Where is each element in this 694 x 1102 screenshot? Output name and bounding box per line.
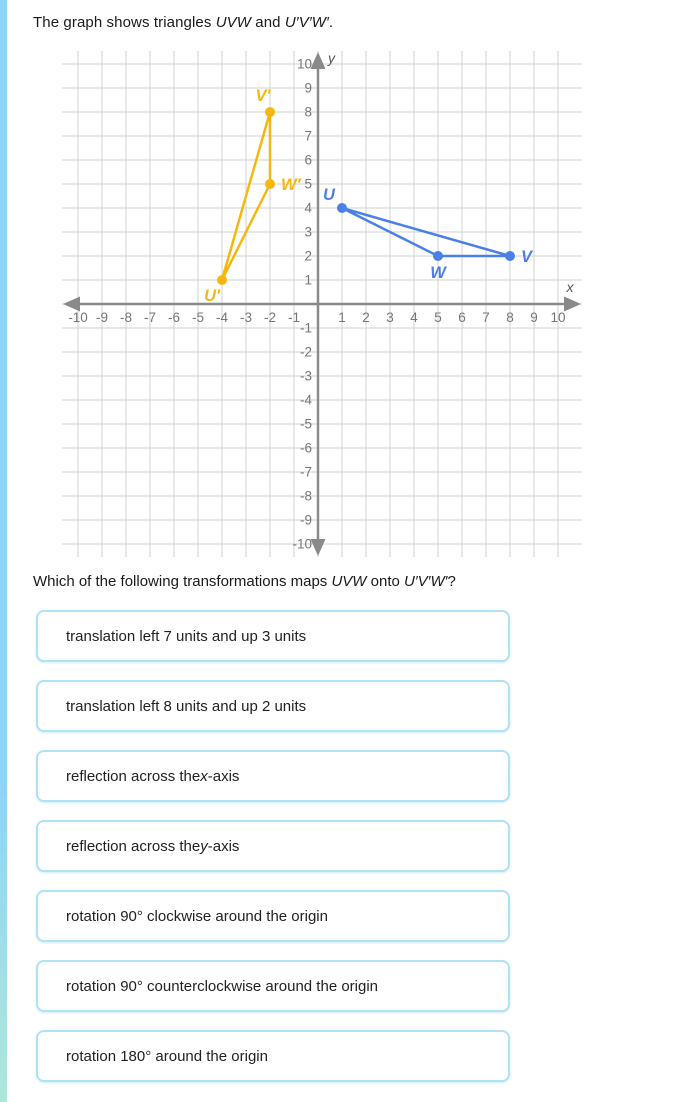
svg-text:1: 1	[304, 273, 312, 288]
svg-text:x: x	[566, 279, 575, 295]
svg-text:10: 10	[550, 310, 565, 325]
svg-text:9: 9	[530, 310, 538, 325]
svg-text:2: 2	[362, 310, 370, 325]
svg-text:-5: -5	[300, 417, 312, 432]
svg-text:9: 9	[304, 81, 312, 96]
svg-text:-9: -9	[300, 513, 312, 528]
svg-text:-4: -4	[216, 310, 228, 325]
svg-text:-7: -7	[144, 310, 156, 325]
svg-text:V′: V′	[256, 87, 272, 105]
svg-text:8: 8	[506, 310, 514, 325]
coordinate-plane-svg: -10 -9 -8 -7 -6 -5 -4 -3 -2 -1 1 2 3 4 5 6 7 8 9 10-10-9-8-…	[62, 50, 582, 557]
svg-text:-9: -9	[96, 310, 108, 325]
svg-text:5: 5	[434, 310, 442, 325]
svg-text:-7: -7	[300, 465, 312, 480]
svg-text:-3: -3	[240, 310, 252, 325]
svg-text:V: V	[521, 248, 534, 266]
svg-text:10: 10	[297, 57, 312, 72]
answer-option-translation-left8-up2[interactable]: translation left 8 units and up 2 units	[36, 680, 510, 732]
answer-option-rotation-180[interactable]: rotation 180° around the origin	[36, 1030, 510, 1082]
svg-text:7: 7	[482, 310, 490, 325]
page-title: The graph shows triangles UVW and U′V′W′…	[33, 14, 334, 31]
coordinate-graph: -10 -9 -8 -7 -6 -5 -4 -3 -2 -1 1 2 3 4 5 6 7 8 9 10 -10 -9 -8-…	[62, 50, 582, 557]
svg-text:U: U	[323, 186, 336, 204]
svg-text:y: y	[327, 51, 336, 66]
svg-text:4: 4	[304, 201, 312, 216]
svg-text:-6: -6	[300, 441, 312, 456]
answer-option-rotation-90-clockwise[interactable]: rotation 90° clockwise around the origin	[36, 890, 510, 942]
left-accent-bar	[0, 0, 7, 1102]
svg-text:-2: -2	[264, 310, 276, 325]
svg-text:-10: -10	[68, 310, 88, 325]
answer-option-reflection-x-axis[interactable]: reflection across the x -axis	[36, 750, 510, 802]
svg-text:-3: -3	[300, 369, 312, 384]
svg-text:-2: -2	[300, 345, 312, 360]
svg-text:U′: U′	[204, 287, 221, 305]
svg-text:3: 3	[386, 310, 394, 325]
answer-option-reflection-y-axis[interactable]: reflection across the y -axis	[36, 820, 510, 872]
svg-text:-1: -1	[300, 321, 312, 336]
svg-text:6: 6	[304, 153, 312, 168]
svg-text:1: 1	[338, 310, 346, 325]
svg-text:W: W	[430, 264, 447, 282]
svg-text:-6: -6	[168, 310, 180, 325]
svg-text:-8: -8	[120, 310, 132, 325]
answer-option-rotation-90-counterclockwise[interactable]: rotation 90° counterclockwise around the…	[36, 960, 510, 1012]
svg-text:4: 4	[410, 310, 418, 325]
svg-text:5: 5	[304, 177, 312, 192]
svg-text:6: 6	[458, 310, 466, 325]
svg-text:-1: -1	[288, 310, 300, 325]
svg-text:-10: -10	[292, 537, 312, 552]
svg-text:-8: -8	[300, 489, 312, 504]
svg-text:-4: -4	[300, 393, 312, 408]
question-text: Which of the following transformations m…	[33, 573, 456, 590]
svg-text:W′: W′	[281, 176, 302, 194]
answer-options-list: translation left 7 units and up 3 units …	[36, 610, 694, 1082]
svg-text:7: 7	[304, 129, 312, 144]
svg-text:2: 2	[304, 249, 312, 264]
svg-text:-5: -5	[192, 310, 204, 325]
svg-text:8: 8	[304, 105, 312, 120]
svg-text:3: 3	[304, 225, 312, 240]
answer-option-translation-left7-up3[interactable]: translation left 7 units and up 3 units	[36, 610, 510, 662]
